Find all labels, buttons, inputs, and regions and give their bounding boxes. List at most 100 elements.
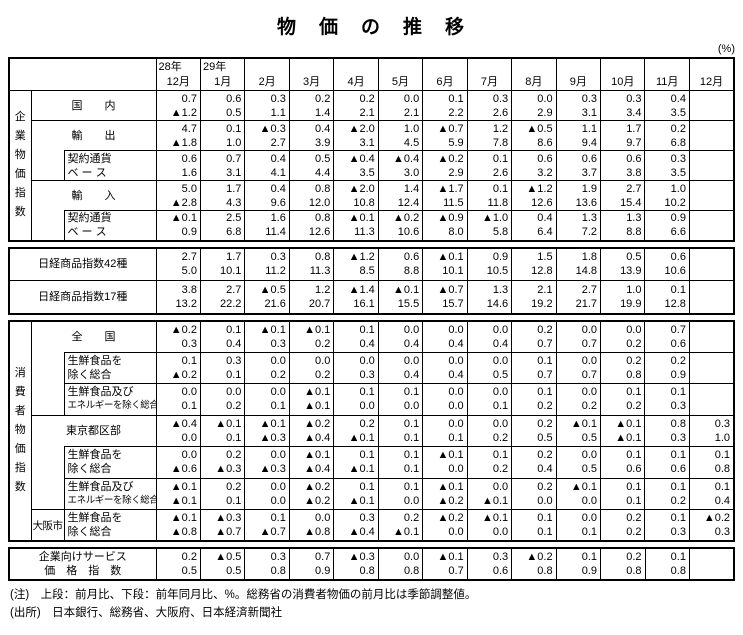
value-cell: 0.0 ▲0.6 <box>155 446 201 479</box>
value-cell: 0.0 ▲0.8 <box>288 509 335 542</box>
value-cell: 0.2 0.8 <box>600 547 646 581</box>
value-cell: ▲0.1 0.7 <box>422 547 468 581</box>
value-cell: 2.1 19.2 <box>511 280 557 314</box>
value-cell: 0.1 2.6 <box>466 150 513 181</box>
value-cell: 0.6 8.8 <box>377 247 424 281</box>
value-cell: 0.1 0.0 <box>377 477 424 510</box>
header-corner-cell <box>8 57 157 91</box>
value-cell: ▲0.1 ▲0.2 <box>422 477 468 510</box>
value-cell <box>688 90 735 121</box>
footnotes: (注) 上段：前月比、下段：前年同月比、%。総務省の消費者物価の前月比は季節調整… <box>8 586 743 622</box>
value-cell: 0.6 0.5 <box>199 90 246 121</box>
value-cell: 0.1 2.2 <box>422 90 468 121</box>
value-cell: 0.3 3.1 <box>555 90 602 121</box>
value-cell: 0.0 0.7 <box>555 320 602 353</box>
value-cell: 0.1 0.6 <box>644 446 690 479</box>
value-cell: 2.7 15.4 <box>600 180 646 211</box>
value-cell: 0.3 11.2 <box>244 247 290 281</box>
value-cell: 0.8 11.3 <box>288 247 335 281</box>
value-cell: 1.2 20.7 <box>288 280 335 314</box>
value-cell: 1.7 10.1 <box>199 247 246 281</box>
value-cell: 0.2 0.7 <box>511 320 557 353</box>
value-cell: ▲1.2 12.6 <box>511 180 557 211</box>
value-cell: 2.5 6.8 <box>199 210 246 241</box>
value-cell: ▲1.4 16.1 <box>333 280 379 314</box>
value-cell: ▲0.3 ▲0.7 <box>199 509 246 542</box>
value-cell: 0.0 ▲0.3 <box>244 446 290 479</box>
row-label: 全 国 <box>30 320 157 352</box>
value-cell: 0.0 0.2 <box>466 414 513 447</box>
value-cell: ▲1.0 5.8 <box>466 210 513 241</box>
column-header: 4月 <box>333 57 379 91</box>
value-cell: 0.3 0.8 <box>244 547 290 581</box>
value-cell: ▲0.7 5.9 <box>422 120 468 151</box>
value-cell: 2.7 22.2 <box>199 280 246 314</box>
value-cell: ▲1.2 8.5 <box>333 247 379 281</box>
value-cell: 0.1 0.4 <box>333 320 379 353</box>
value-cell <box>688 280 735 314</box>
value-cell <box>688 180 735 211</box>
value-cell: 0.0 0.0 <box>244 477 290 510</box>
row-label: 生鮮食品を 除く総合 <box>63 446 157 479</box>
value-cell: 0.1 1.0 <box>199 120 246 151</box>
value-cell: 0.8 12.6 <box>288 210 335 241</box>
value-cell: ▲0.2 0.0 <box>422 509 468 542</box>
indent-spacer <box>30 383 65 415</box>
value-cell: 0.1 ▲0.1 <box>333 446 379 479</box>
value-cell: ▲0.1 0.0 <box>422 446 468 479</box>
value-cell: 0.1 ▲0.1 <box>333 477 379 510</box>
indent-spacer <box>30 446 65 478</box>
value-cell: 0.0 0.3 <box>333 351 379 384</box>
value-cell: 0.0 0.1 <box>466 383 513 416</box>
value-cell: ▲0.1 0.3 <box>244 320 290 353</box>
value-cell: 1.0 4.5 <box>377 120 424 151</box>
value-cell: 1.2 7.8 <box>466 120 513 151</box>
value-cell: ▲0.4 3.0 <box>377 150 424 181</box>
value-cell: 0.1 0.2 <box>466 446 513 479</box>
value-cell: 0.7 ▲1.2 <box>155 90 201 121</box>
row-label: 契約通貨ベ ー ス <box>63 210 157 241</box>
value-cell: ▲0.1 0.9 <box>155 210 201 241</box>
value-cell: 0.0 0.0 <box>422 383 468 416</box>
value-cell: ▲0.1 0.5 <box>555 414 602 447</box>
row-label: 生鮮食品を 除く総合 <box>63 509 157 542</box>
value-cell: ▲0.1 15.5 <box>377 280 424 314</box>
value-cell: ▲0.1 ▲0.1 <box>288 383 335 416</box>
value-cell: 0.0 0.2 <box>555 383 602 416</box>
tables-container: 28年 12月 29年 1月 2月 3月 4月 5月 6月 7月 8月 9月 10月 11月 12月企業物価… <box>8 57 743 581</box>
column-header: 12月 <box>688 57 735 91</box>
source-line: (出所) 日本銀行、総務省、大阪府、日本経済新聞社 <box>10 607 283 619</box>
value-cell: 0.3 1.1 <box>244 90 290 121</box>
value-cell: 0.1 0.9 <box>555 547 602 581</box>
nikkei-commodity-index-table: 日経商品指数42種 2.7 5.0 1.7 10.1 0.3 11.2 0.8 11.3 ▲1.2… <box>8 246 735 315</box>
value-cell: ▲0.1 10.1 <box>422 247 468 281</box>
value-cell: ▲0.2 0.3 <box>688 509 735 542</box>
value-cell: 0.7 3.1 <box>199 150 246 181</box>
value-cell <box>688 210 735 241</box>
value-cell: ▲1.7 11.5 <box>422 180 468 211</box>
value-cell: 0.0 0.2 <box>288 351 335 384</box>
value-cell: ▲0.2 0.8 <box>511 547 557 581</box>
value-cell: ▲0.1 0.2 <box>288 320 335 353</box>
row-label: 生鮮食品を 除く総合 <box>63 351 157 384</box>
value-cell: ▲0.3 2.7 <box>244 120 290 151</box>
value-cell: 0.2 0.4 <box>511 446 557 479</box>
value-cell: 0.5 4.4 <box>288 150 335 181</box>
value-cell: 0.1 0.0 <box>377 383 424 416</box>
value-cell: ▲0.5 21.6 <box>244 280 290 314</box>
value-cell: 0.6 1.6 <box>155 150 201 181</box>
value-cell: 0.0 0.2 <box>199 383 246 416</box>
value-cell: ▲0.7 15.7 <box>422 280 468 314</box>
column-header: 28年 12月 <box>155 57 201 91</box>
column-header: 7月 <box>466 57 513 91</box>
consumer-price-index-table: 消費者物価指数全 国 ▲0.2 0.3 0.1 0.4 ▲0.1 0.3 ▲0.1 0.2 0.1… <box>8 319 735 542</box>
value-cell <box>688 247 735 281</box>
value-cell: 0.1 0.3 <box>644 509 690 542</box>
value-cell <box>688 320 735 353</box>
value-cell: 0.1 0.2 <box>644 477 690 510</box>
value-cell: ▲0.2 ▲0.4 <box>288 414 335 447</box>
row-label: 生鮮食品及び エネルギーを除く総合 <box>63 383 157 416</box>
indent-spacer <box>30 478 65 510</box>
column-header: 8月 <box>511 57 557 91</box>
value-cell: 0.2 0.0 <box>511 477 557 510</box>
